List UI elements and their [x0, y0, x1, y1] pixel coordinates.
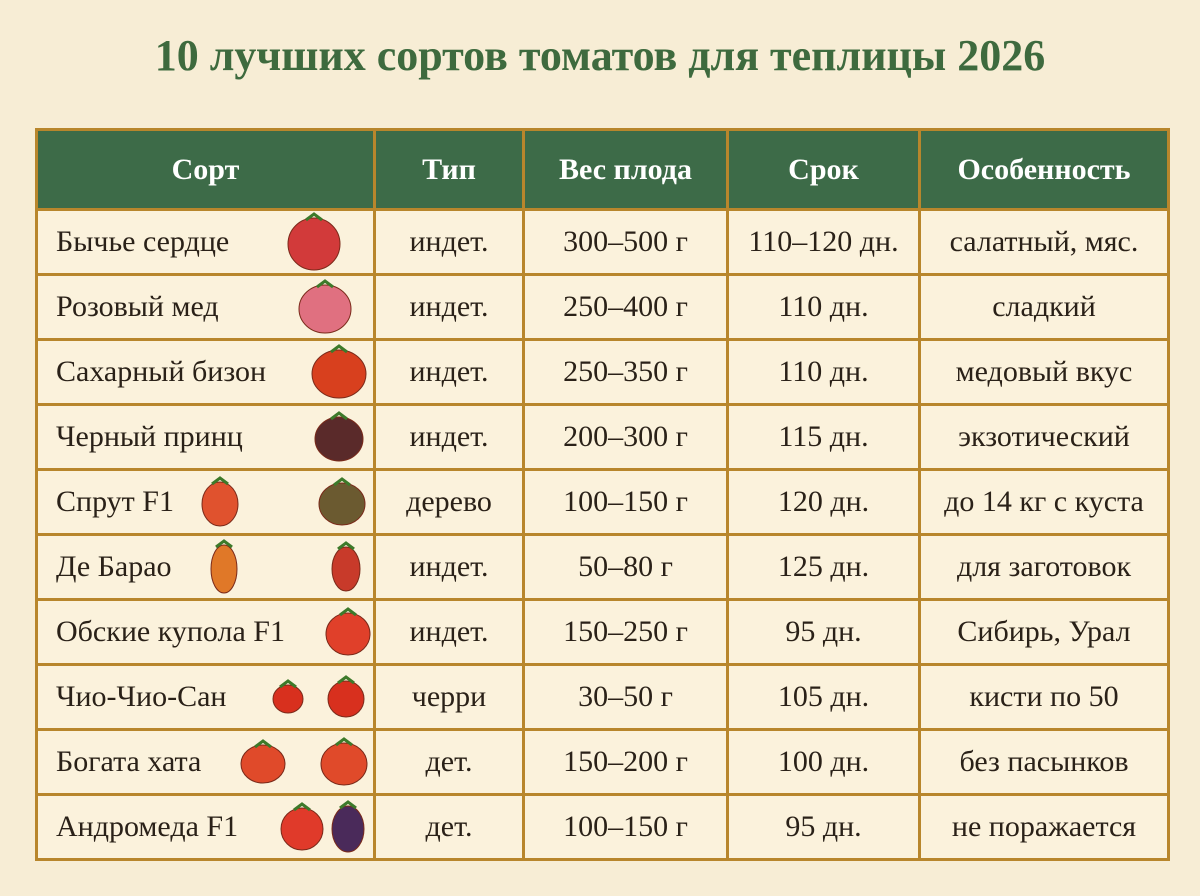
cell: 100–150 г — [522, 793, 729, 861]
table-row: Чио-Чио-Сан черри 30–50 г 105 дн. кисти по 5… — [35, 663, 1170, 731]
cell: индет. — [373, 273, 525, 341]
cell: индет. — [373, 533, 525, 601]
table-row: Сахарный бизон индет. 250–350 г 110 дн. медо… — [35, 338, 1170, 406]
cell: 95 дн. — [726, 598, 921, 666]
cell: салатный, мяс. — [918, 208, 1170, 276]
cell: 250–400 г — [522, 273, 729, 341]
table-row: Розовый мед индет. 250–400 г 110 дн. сладкий — [35, 273, 1170, 341]
variety-cell: Обские купола F1 — [35, 598, 376, 666]
cell: 110 дн. — [726, 338, 921, 406]
table-row: Де Барао индет. 50–80 г 125 дн. для заготово… — [35, 533, 1170, 601]
variety-cell: Бычье сердце — [35, 208, 376, 276]
header-cell: Особенность — [918, 128, 1170, 211]
cell: черри — [373, 663, 525, 731]
cell: индет. — [373, 338, 525, 406]
cell: Сибирь, Урал — [918, 598, 1170, 666]
cell: 200–300 г — [522, 403, 729, 471]
table-row: Черный принц индет. 200–300 г 115 дн. экзоти… — [35, 403, 1170, 471]
header-row: Сорт Тип Вес плода Срок Особенность — [35, 128, 1170, 211]
cell: 150–250 г — [522, 598, 729, 666]
table-row: Спрут F1 дерево 100–150 г 120 дн. до 14 кг с… — [35, 468, 1170, 536]
cell: 115 дн. — [726, 403, 921, 471]
cell: дет. — [373, 728, 525, 796]
cell: 100–150 г — [522, 468, 729, 536]
cell: до 14 кг с куста — [918, 468, 1170, 536]
cell: кисти по 50 — [918, 663, 1170, 731]
cell: 100 дн. — [726, 728, 921, 796]
header-cell: Тип — [373, 128, 525, 211]
cell: сладкий — [918, 273, 1170, 341]
cell: 30–50 г — [522, 663, 729, 731]
header-cell: Сорт — [35, 128, 376, 211]
table: Сорт Тип Вес плода Срок Особенность Бычье се… — [35, 128, 1170, 861]
cell: индет. — [373, 403, 525, 471]
cell: 125 дн. — [726, 533, 921, 601]
table-body: Бычье сердце индет. 300–500 г 110–120 дн. са… — [35, 208, 1170, 861]
variety-cell: Богата хата — [35, 728, 376, 796]
cell: дет. — [373, 793, 525, 861]
title: 10 лучших сортов томатов для теплицы 202… — [154, 31, 1046, 80]
cell: 95 дн. — [726, 793, 921, 861]
table-row: Бычье сердце индет. 300–500 г 110–120 дн. са… — [35, 208, 1170, 276]
cell: дерево — [373, 468, 525, 536]
variety-cell: Розовый мед — [35, 273, 376, 341]
header-cell: Срок — [726, 128, 921, 211]
table-row: Богата хата дет. 150–200 г 100 дн. без пасын… — [35, 728, 1170, 796]
cell: индет. — [373, 208, 525, 276]
cell: 105 дн. — [726, 663, 921, 731]
variety-cell: Черный принц — [35, 403, 376, 471]
cell: 50–80 г — [522, 533, 729, 601]
variety-cell: Андромеда F1 — [35, 793, 376, 861]
cell: без пасынков — [918, 728, 1170, 796]
variety-cell: Спрут F1 — [35, 468, 376, 536]
cell: для заготовок — [918, 533, 1170, 601]
cell: 120 дн. — [726, 468, 921, 536]
table-row: Андромеда F1 дет. 100–150 г 95 дн. не поража… — [35, 793, 1170, 861]
cell: индет. — [373, 598, 525, 666]
cell: медовый вкус — [918, 338, 1170, 406]
variety-cell: Де Барао — [35, 533, 376, 601]
cell: 250–350 г — [522, 338, 729, 406]
variety-cell: Чио-Чио-Сан — [35, 663, 376, 731]
table-row: Обские купола F1 индет. 150–250 г 95 дн. Сиб… — [35, 598, 1170, 666]
cell: экзотический — [918, 403, 1170, 471]
cell: 110 дн. — [726, 273, 921, 341]
cell: 150–200 г — [522, 728, 729, 796]
cell: 300–500 г — [522, 208, 729, 276]
cell: 110–120 дн. — [726, 208, 921, 276]
cell: не поражается — [918, 793, 1170, 861]
header-cell: Вес плода — [522, 128, 729, 211]
variety-cell: Сахарный бизон — [35, 338, 376, 406]
